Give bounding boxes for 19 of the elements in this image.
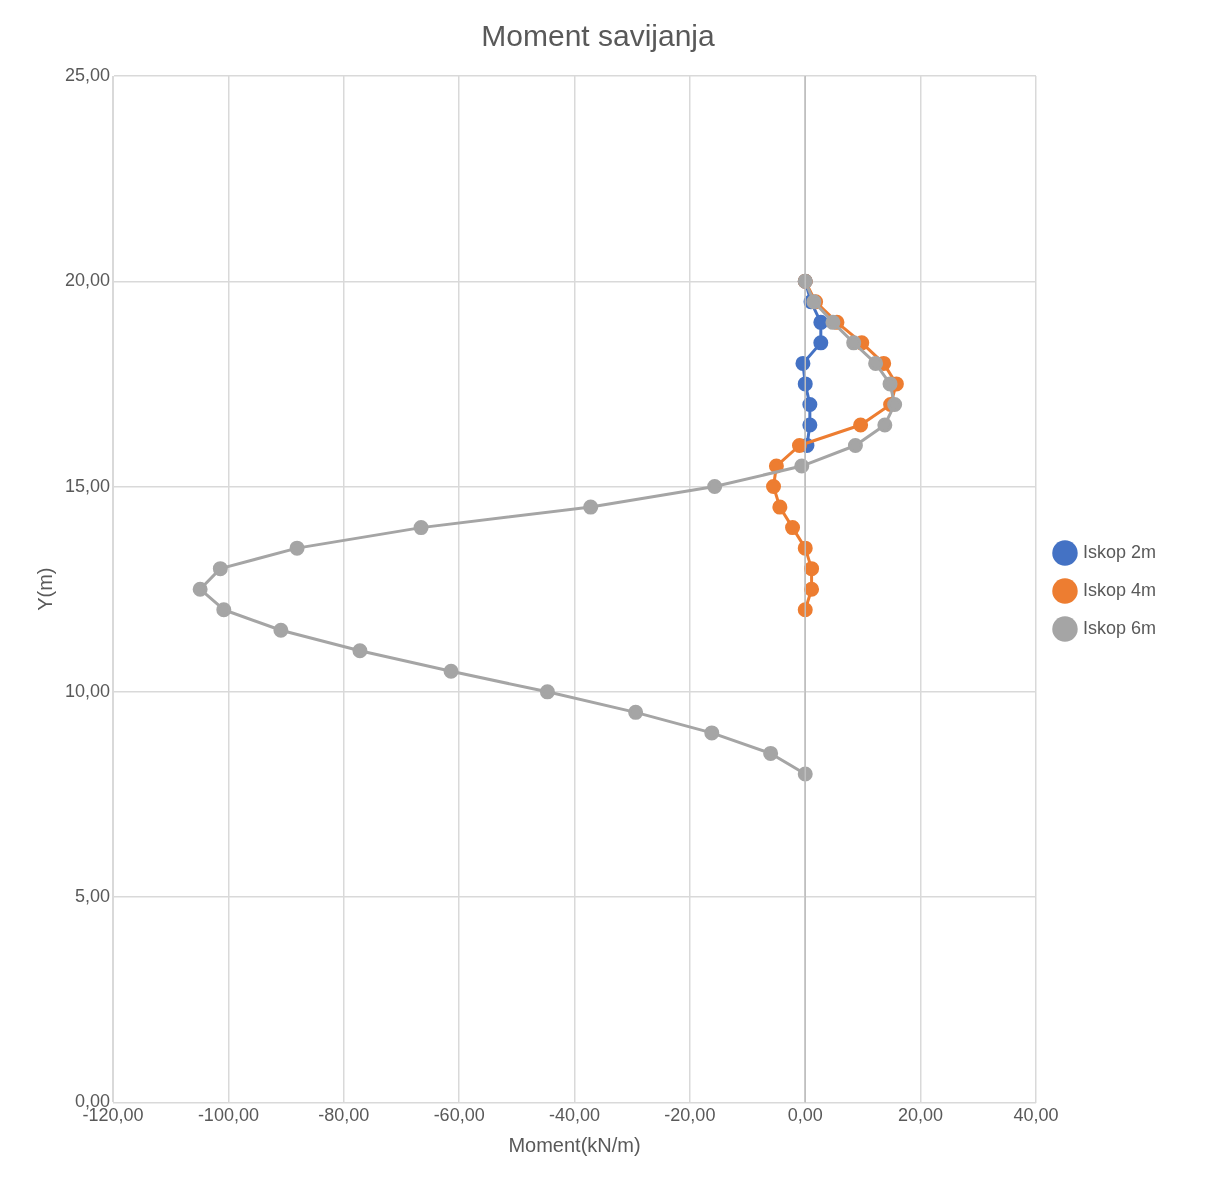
chart-title: Moment savijanja [481,19,716,53]
legend-label: Iskop 6m [1082,617,1156,638]
x-tick-label: -40,00 [548,1105,601,1126]
x-tick-label: 20,00 [898,1105,944,1126]
y-tick-label: 25,00 [65,64,111,85]
y-tick-label: 15,00 [65,475,111,496]
y-tick-label: 20,00 [65,270,111,291]
y-axis-title: Y(m) [33,567,56,611]
y-tick-label: 10,00 [65,680,111,701]
x-tick-label: 0,00 [787,1105,823,1126]
x-tick-label: 40,00 [1013,1105,1059,1126]
x-tick-label: -60,00 [433,1105,485,1126]
x-tick-label: -80,00 [318,1105,370,1126]
x-tick-label: -100,00 [197,1105,259,1126]
y-tick-label: 5,00 [75,886,111,907]
legend-label: Iskop 2m [1082,541,1156,562]
x-tick-label: -20,00 [664,1105,716,1126]
x-axis-title: Moment(kN/m) [508,1133,641,1156]
legend-label: Iskop 4m [1082,579,1156,600]
